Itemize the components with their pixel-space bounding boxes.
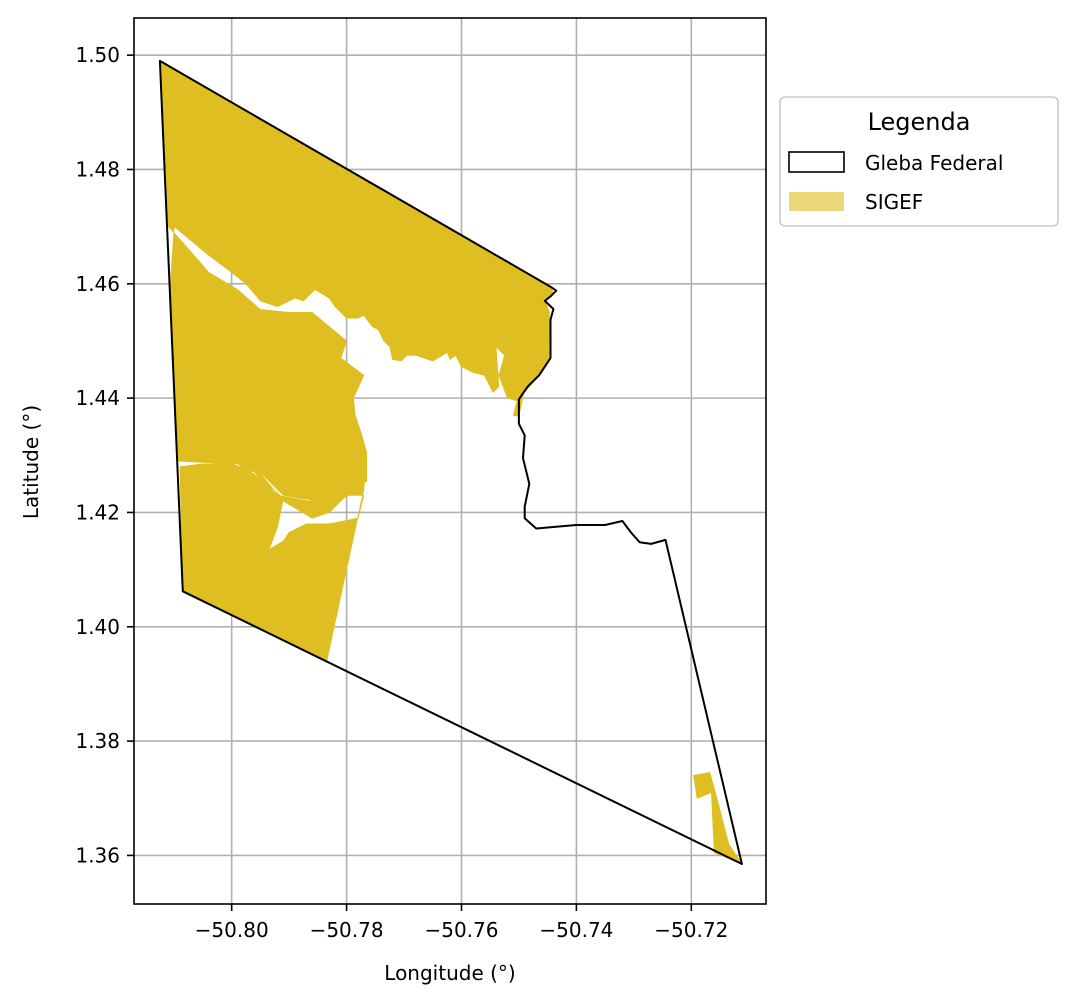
y-axis-label: Latitude (°) (19, 405, 43, 519)
x-tick-label: −50.76 (424, 918, 498, 942)
legend-title: Legenda (868, 108, 971, 136)
x-tick-label: −50.72 (654, 918, 728, 942)
y-tick-label: 1.40 (75, 615, 120, 639)
sigef-parcel (160, 61, 554, 505)
y-tick-label: 1.42 (75, 500, 120, 524)
y-tick-label: 1.36 (75, 843, 120, 867)
gleba-federal-outline (158, 59, 743, 865)
y-tick-label: 1.38 (75, 729, 120, 753)
legend-label-gleba-federal: Gleba Federal (865, 151, 1003, 175)
legend-swatch-gleba-federal (788, 151, 845, 173)
y-tick-label: 1.46 (75, 272, 120, 296)
legend: Legenda Gleba Federal SIGEF (779, 96, 1059, 227)
gleba-federal-layer (158, 59, 743, 865)
x-tick-label: −50.74 (539, 918, 613, 942)
x-tick-label: −50.78 (310, 918, 384, 942)
axes-frame (133, 17, 767, 905)
legend-label-sigef: SIGEF (865, 190, 923, 214)
x-axis-ticks: −50.80 −50.78 −50.76 −50.74 −50.72 (195, 904, 728, 942)
y-axis-ticks: 1.36 1.38 1.40 1.42 1.44 1.46 1.48 1.50 (75, 43, 134, 867)
y-tick-label: 1.48 (75, 157, 120, 181)
legend-box (779, 96, 1059, 227)
y-tick-label: 1.44 (75, 386, 120, 410)
y-tick-label: 1.50 (75, 43, 120, 67)
x-tick-label: −50.80 (195, 918, 269, 942)
x-axis-label: Longitude (°) (384, 961, 515, 985)
legend-swatch-sigef (789, 192, 844, 211)
